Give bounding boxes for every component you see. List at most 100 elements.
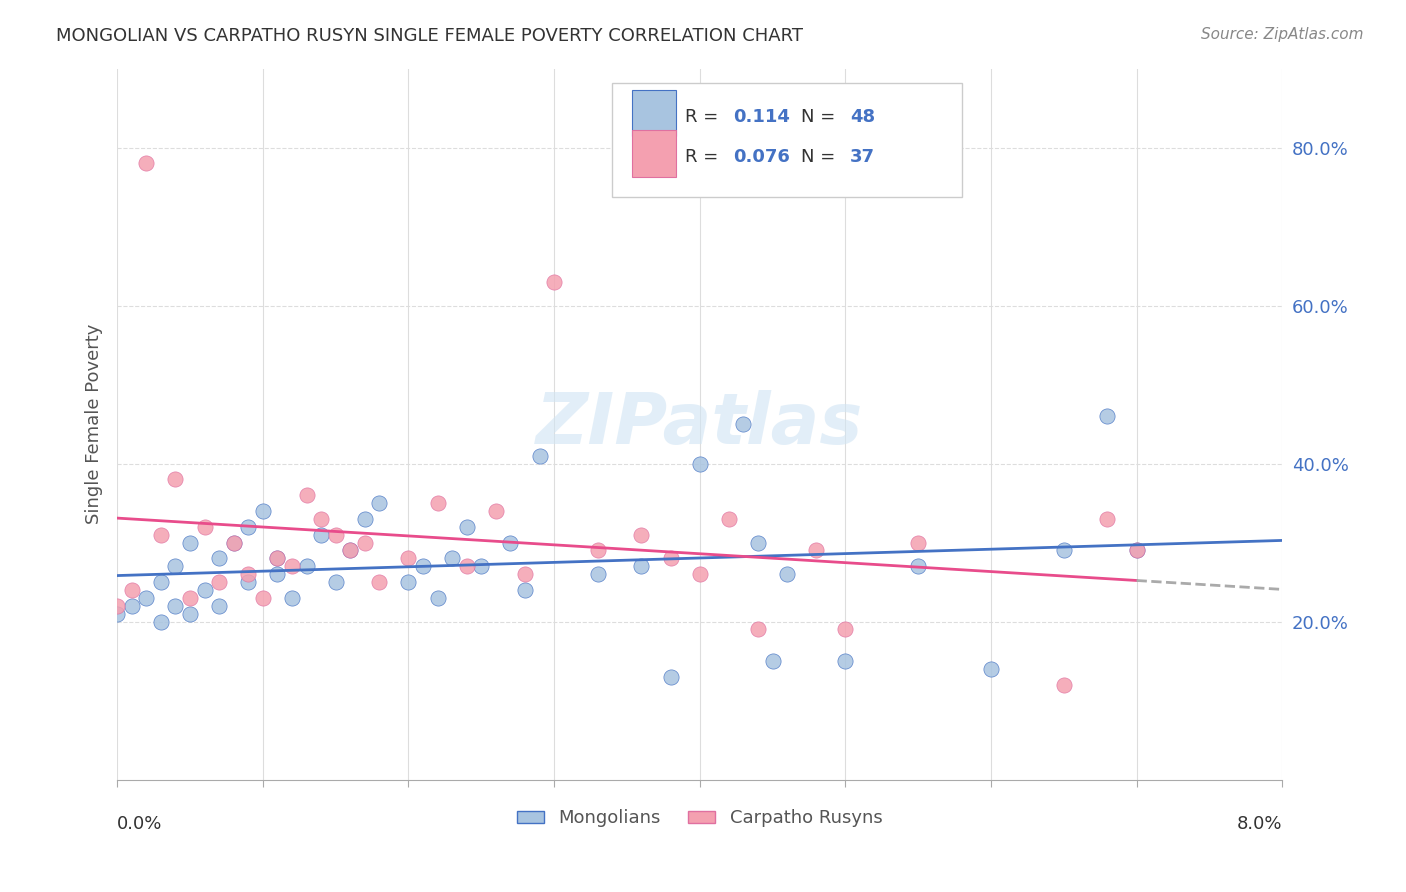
Text: N =: N =: [801, 108, 841, 126]
Text: R =: R =: [685, 108, 724, 126]
Text: 0.0%: 0.0%: [117, 815, 163, 833]
Point: [121, 599, 143, 613]
Point: [834, 654, 856, 668]
Text: 37: 37: [851, 148, 875, 167]
Point: [529, 449, 551, 463]
Point: [456, 520, 478, 534]
Point: [426, 591, 449, 605]
Point: [105, 607, 128, 621]
Point: [776, 567, 799, 582]
Point: [834, 623, 856, 637]
Point: [659, 551, 682, 566]
Point: [208, 599, 231, 613]
Point: [398, 575, 420, 590]
Point: [238, 520, 260, 534]
Text: ZIPatlas: ZIPatlas: [536, 390, 863, 458]
Point: [135, 591, 157, 605]
Point: [980, 662, 1002, 676]
Point: [747, 535, 769, 549]
Point: [441, 551, 464, 566]
Point: [689, 457, 711, 471]
Point: [513, 567, 536, 582]
Point: [806, 543, 828, 558]
Point: [907, 559, 929, 574]
Point: [252, 504, 274, 518]
Point: [747, 623, 769, 637]
Point: [149, 575, 172, 590]
Point: [543, 275, 565, 289]
FancyBboxPatch shape: [613, 83, 962, 196]
Point: [179, 535, 201, 549]
Text: 48: 48: [851, 108, 875, 126]
Point: [309, 512, 332, 526]
Point: [412, 559, 434, 574]
Text: N =: N =: [801, 148, 841, 167]
Point: [281, 559, 304, 574]
Point: [238, 575, 260, 590]
Point: [295, 559, 318, 574]
Point: [456, 559, 478, 574]
Point: [368, 496, 391, 510]
Point: [325, 575, 347, 590]
Point: [761, 654, 783, 668]
Point: [266, 551, 288, 566]
Point: [193, 520, 215, 534]
Point: [222, 535, 245, 549]
Point: [499, 535, 522, 549]
Point: [485, 504, 508, 518]
Point: [733, 417, 755, 431]
Text: 0.114: 0.114: [734, 108, 790, 126]
Point: [149, 615, 172, 629]
Point: [281, 591, 304, 605]
Y-axis label: Single Female Poverty: Single Female Poverty: [86, 324, 103, 524]
Point: [105, 599, 128, 613]
Point: [339, 543, 361, 558]
Point: [470, 559, 492, 574]
Point: [135, 156, 157, 170]
Point: [149, 527, 172, 541]
Point: [353, 512, 375, 526]
Point: [398, 551, 420, 566]
Point: [208, 575, 231, 590]
Point: [295, 488, 318, 502]
Text: MONGOLIAN VS CARPATHO RUSYN SINGLE FEMALE POVERTY CORRELATION CHART: MONGOLIAN VS CARPATHO RUSYN SINGLE FEMAL…: [56, 27, 803, 45]
Point: [630, 527, 652, 541]
Point: [368, 575, 391, 590]
Point: [426, 496, 449, 510]
Point: [353, 535, 375, 549]
Point: [1097, 512, 1119, 526]
Point: [266, 567, 288, 582]
Point: [586, 567, 609, 582]
Point: [907, 535, 929, 549]
Point: [165, 599, 187, 613]
Point: [586, 543, 609, 558]
Legend: Mongolians, Carpatho Rusyns: Mongolians, Carpatho Rusyns: [510, 802, 890, 835]
Text: Source: ZipAtlas.com: Source: ZipAtlas.com: [1201, 27, 1364, 42]
FancyBboxPatch shape: [633, 130, 676, 177]
Point: [1125, 543, 1147, 558]
Point: [309, 527, 332, 541]
Point: [179, 607, 201, 621]
Point: [165, 472, 187, 486]
Point: [1053, 678, 1076, 692]
Point: [179, 591, 201, 605]
Text: 8.0%: 8.0%: [1237, 815, 1282, 833]
Text: R =: R =: [685, 148, 724, 167]
Point: [1097, 409, 1119, 424]
Point: [121, 582, 143, 597]
Point: [193, 582, 215, 597]
Point: [659, 670, 682, 684]
Point: [238, 567, 260, 582]
Point: [325, 527, 347, 541]
Point: [339, 543, 361, 558]
Point: [717, 512, 740, 526]
Point: [630, 559, 652, 574]
Point: [1125, 543, 1147, 558]
Point: [689, 567, 711, 582]
Point: [165, 559, 187, 574]
Point: [222, 535, 245, 549]
Point: [1053, 543, 1076, 558]
Point: [513, 582, 536, 597]
Point: [252, 591, 274, 605]
Point: [208, 551, 231, 566]
